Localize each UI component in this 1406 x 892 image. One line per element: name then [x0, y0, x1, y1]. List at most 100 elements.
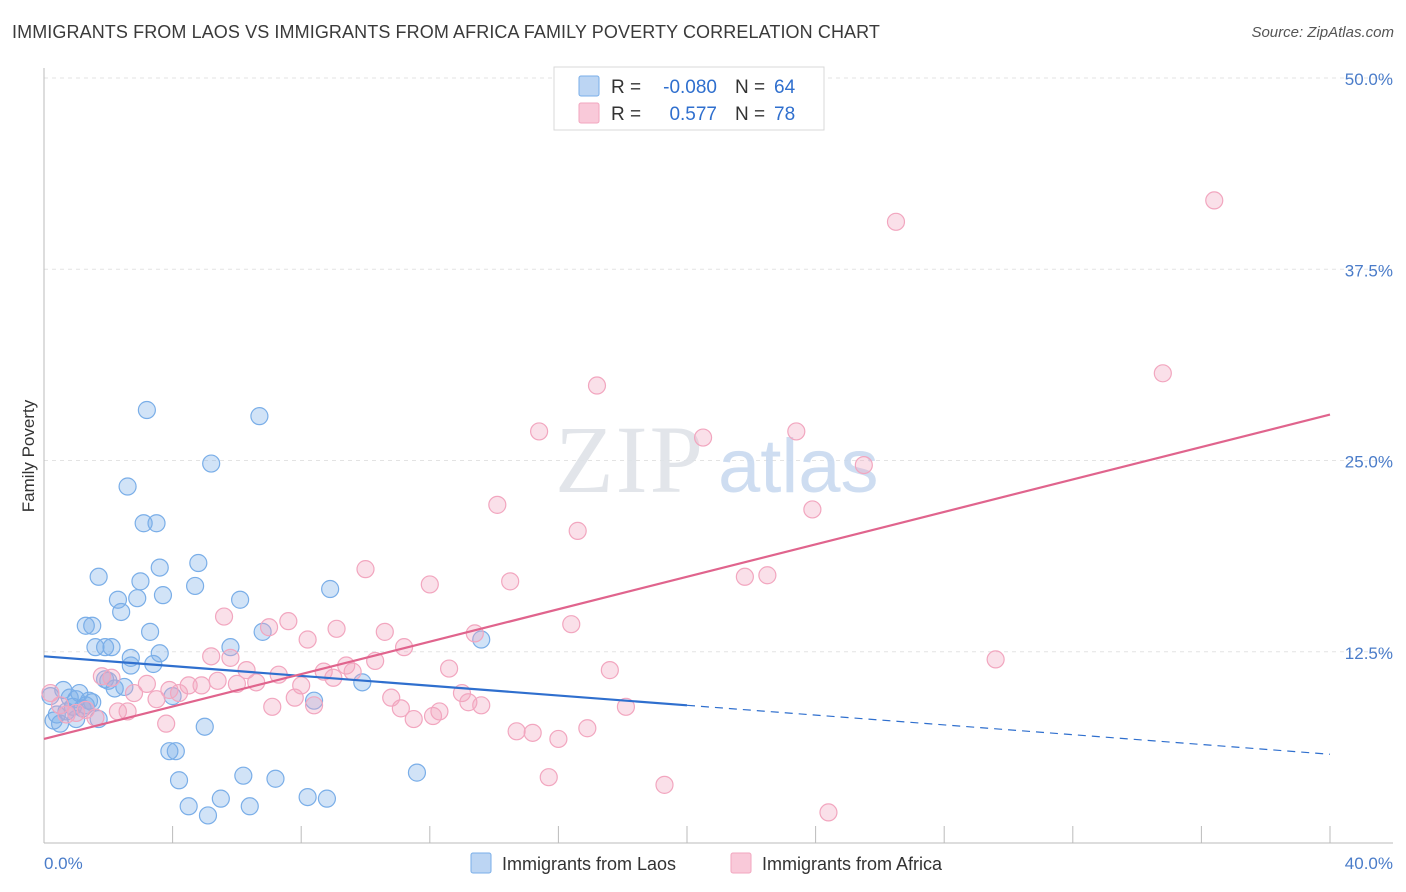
laos-point — [128, 589, 147, 608]
y-tick-label: 25.0% — [1345, 453, 1393, 472]
africa-point — [179, 676, 198, 695]
africa-point — [986, 650, 1005, 669]
laos-point — [234, 766, 253, 785]
africa-point — [327, 619, 346, 638]
africa-point — [854, 455, 873, 475]
africa-point — [41, 683, 60, 703]
africa-point — [587, 376, 607, 395]
laos-point — [140, 622, 160, 641]
laos-n-label: N = — [735, 77, 765, 98]
legend-africa-label[interactable]: Immigrants from Africa — [762, 854, 943, 874]
africa-n-label: N = — [735, 104, 765, 125]
laos-point — [83, 616, 102, 635]
legend-africa-swatch[interactable] — [730, 852, 752, 874]
laos-n-value: 64 — [774, 77, 796, 98]
africa-point — [465, 624, 484, 643]
africa-point — [259, 618, 279, 637]
laos-point — [250, 407, 269, 426]
africa-point — [356, 560, 375, 579]
africa-point — [404, 709, 423, 729]
africa-n-value: 78 — [774, 104, 795, 125]
africa-point — [76, 700, 95, 719]
laos-point — [169, 771, 189, 790]
africa-point — [292, 676, 311, 695]
laos-trend-extension — [686, 704, 1331, 755]
africa-point — [247, 673, 266, 692]
laos-point — [298, 787, 317, 807]
africa-point — [439, 659, 459, 678]
trend-lines — [43, 413, 1331, 755]
africa-point — [202, 647, 221, 666]
source-label: Source: ZipAtlas.com — [1251, 24, 1394, 41]
africa-point — [787, 422, 806, 441]
axes — [43, 68, 1393, 844]
y-axis-label: Family Poverty — [19, 399, 38, 512]
africa-point — [430, 702, 449, 721]
x-tick-max: 40.0% — [1345, 854, 1393, 873]
laos-point — [166, 742, 185, 761]
africa-point — [655, 775, 674, 794]
laos-point — [198, 806, 218, 825]
laos-point — [95, 638, 115, 657]
africa-point — [298, 630, 317, 649]
laos-point — [160, 742, 179, 761]
africa-point — [102, 668, 121, 687]
laos-point — [134, 514, 153, 533]
africa-point — [562, 615, 581, 634]
laos-point — [102, 638, 121, 657]
africa-point — [147, 690, 166, 709]
africa-point — [549, 729, 568, 749]
africa-point — [343, 662, 362, 681]
laos-point — [189, 553, 208, 573]
laos-point — [118, 477, 137, 496]
africa-point — [169, 683, 189, 703]
watermark-atlas: atlas — [718, 424, 879, 509]
africa-point — [758, 566, 777, 585]
africa-point — [735, 567, 754, 586]
africa-point — [1153, 364, 1172, 383]
africa-point — [137, 674, 156, 693]
chart-title: IMMIGRANTS FROM LAOS VS IMMIGRANTS FROM … — [12, 22, 881, 42]
africa-point — [304, 696, 324, 715]
laos-point — [266, 769, 285, 788]
laos-point — [115, 677, 134, 697]
laos-point — [407, 763, 427, 782]
africa-point — [124, 683, 144, 703]
legend-laos-swatch[interactable] — [470, 852, 492, 874]
africa-point — [488, 495, 507, 514]
laos-point — [89, 567, 108, 586]
africa-point — [420, 575, 439, 594]
africa-point — [118, 702, 137, 721]
laos-point — [76, 616, 95, 635]
africa-point — [539, 768, 558, 787]
africa-point — [693, 428, 713, 447]
africa-point — [507, 722, 526, 741]
africa-point — [1205, 191, 1224, 210]
laos-point — [67, 709, 86, 729]
legend-laos-label[interactable]: Immigrants from Laos — [502, 854, 676, 874]
y-tick-labels: 12.5% 25.0% 37.5% 50.0% — [1345, 70, 1393, 663]
africa-r-label: R = — [611, 104, 641, 125]
africa-point — [50, 696, 70, 715]
africa-point — [472, 696, 491, 715]
laos-point — [231, 590, 250, 609]
watermark: ZIP atlas — [555, 406, 879, 513]
africa-point — [501, 572, 520, 591]
africa-point — [423, 706, 443, 726]
laos-point — [131, 572, 150, 591]
y-tick-label: 50.0% — [1345, 70, 1393, 89]
y-tick-label: 37.5% — [1345, 261, 1393, 280]
laos-point — [186, 576, 205, 596]
africa-point — [279, 612, 298, 631]
africa-point — [568, 521, 587, 540]
series-laos-points — [41, 400, 491, 825]
africa-point — [208, 671, 227, 690]
laos-point — [253, 622, 272, 641]
africa-point — [157, 714, 176, 733]
africa-point — [214, 607, 234, 626]
africa-point — [391, 699, 410, 718]
laos-trend-line — [43, 655, 688, 707]
africa-point — [375, 622, 394, 641]
laos-swatch — [578, 75, 600, 97]
